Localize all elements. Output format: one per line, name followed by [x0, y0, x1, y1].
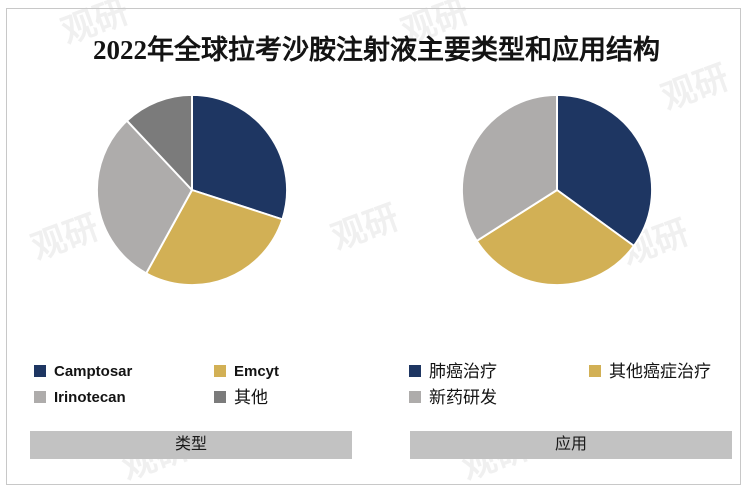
pie-application-slice-1[interactable]: [475, 189, 635, 287]
pie-slice-group-application: [461, 93, 653, 287]
legend-swatch-other: [214, 391, 226, 403]
chart-frame-border: [6, 8, 741, 485]
pie-slice-group-type: [95, 93, 289, 287]
legend-item-camptosar[interactable]: Camptosar: [12, 358, 192, 384]
legend-swatch-lung-cancer-treatment: [409, 365, 421, 377]
legend-item-new-drug-rnd[interactable]: 新药研发: [377, 384, 557, 410]
pie-svg-application: [461, 93, 653, 287]
pie-svg-type: [95, 93, 289, 287]
pie-chart-type: [12, 92, 372, 354]
legend-label-irinotecan: Irinotecan: [54, 388, 126, 406]
pie-type-slice-0[interactable]: [191, 93, 289, 221]
legend-label-other-cancer-treatment: 其他癌症治疗: [609, 361, 711, 381]
pie-type-slice-2[interactable]: [95, 119, 193, 275]
footer-bar-application: 应用: [410, 431, 732, 459]
legend-item-other-cancer-treatment[interactable]: 其他癌症治疗: [557, 358, 737, 384]
legend-swatch-irinotecan: [34, 391, 46, 403]
page-title: 2022年全球拉考沙胺注射液主要类型和应用结构: [93, 35, 660, 65]
pie-application-slice-2[interactable]: [461, 93, 558, 242]
legend-item-lung-cancer-treatment[interactable]: 肺癌治疗: [377, 358, 557, 384]
legend-item-emcyt[interactable]: Emcyt: [192, 358, 372, 384]
legend-label-emcyt: Emcyt: [234, 362, 280, 380]
footer-label-type: 类型: [174, 436, 207, 453]
pie-type-slice-1[interactable]: [145, 189, 284, 287]
pie-application-slice-0[interactable]: [556, 93, 653, 247]
pie-type-slice-3[interactable]: [125, 93, 193, 191]
chart-panel-type: Camptosar Emcyt Irinotecan 其他 类型: [12, 92, 372, 472]
legend-item-other[interactable]: 其他: [192, 384, 372, 410]
legend-label-camptosar: Camptosar: [54, 362, 133, 380]
legend-swatch-other-cancer-treatment: [589, 365, 601, 377]
legend-label-lung-cancer-treatment: 肺癌治疗: [429, 361, 497, 381]
chart-panel-application: 肺癌治疗 其他癌症治疗 新药研发 应用: [377, 92, 737, 472]
legend-swatch-camptosar: [34, 365, 46, 377]
footer-label-application: 应用: [554, 436, 587, 453]
legend-label-new-drug-rnd: 新药研发: [429, 387, 497, 407]
legend-item-irinotecan[interactable]: Irinotecan: [12, 384, 192, 410]
legend-swatch-emcyt: [214, 365, 226, 377]
legend-label-other: 其他: [234, 387, 268, 407]
pie-chart-application: [377, 92, 737, 354]
legend-application: 肺癌治疗 其他癌症治疗 新药研发: [377, 358, 737, 410]
footer-bar-type: 类型: [30, 431, 352, 459]
legend-swatch-new-drug-rnd: [409, 391, 421, 403]
legend-type: Camptosar Emcyt Irinotecan 其他: [12, 358, 372, 410]
